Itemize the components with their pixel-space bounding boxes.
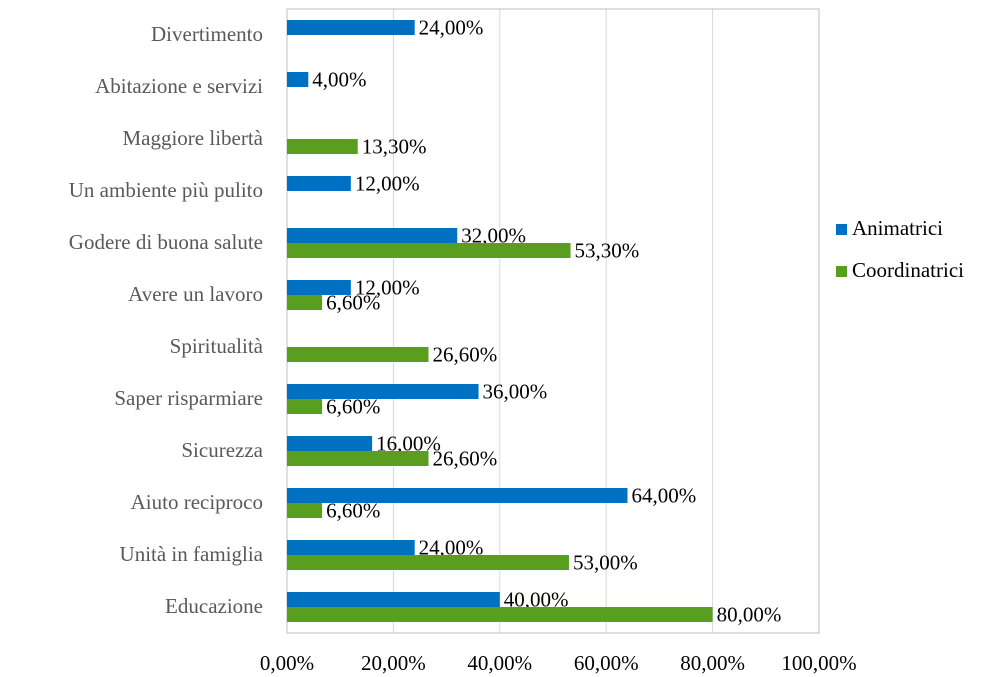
data-label: 26,60% [433, 446, 498, 470]
y-tick-label: Unità in famiglia [120, 542, 264, 566]
bar [287, 347, 429, 362]
y-tick-label: Un ambiente più pulito [69, 178, 263, 202]
data-label: 4,00% [312, 67, 366, 91]
bar [287, 540, 415, 555]
bar [287, 243, 571, 258]
y-tick-label: Saper risparmiare [114, 386, 263, 410]
x-tick-label: 20,00% [361, 651, 426, 675]
data-label: 36,00% [483, 379, 548, 403]
data-label: 80,00% [717, 602, 782, 626]
bar [287, 607, 713, 622]
plot-frame [286, 8, 820, 634]
bar [287, 176, 351, 191]
y-tick-label: Divertimento [151, 22, 263, 46]
bar [287, 451, 429, 466]
legend-swatch [836, 266, 847, 277]
data-label: 24,00% [419, 15, 484, 39]
x-tick-label: 60,00% [574, 651, 639, 675]
bar [287, 592, 500, 607]
y-tick-label: Sicurezza [181, 438, 263, 462]
bar [287, 384, 479, 399]
bar [287, 295, 323, 310]
legend-label: Animatrici [852, 216, 943, 240]
bar [287, 503, 323, 518]
bar [287, 228, 458, 243]
data-label: 12,00% [355, 275, 420, 299]
bar [287, 20, 415, 35]
legend-swatch [836, 224, 847, 235]
bar [287, 72, 309, 87]
data-label: 6,60% [326, 498, 380, 522]
y-tick-label: Godere di buona salute [69, 230, 263, 254]
bar [287, 555, 569, 570]
x-tick-label: 0,00% [260, 651, 314, 675]
y-tick-label: Maggiore libertà [122, 126, 263, 150]
y-tick-label: Aiuto reciproco [131, 490, 263, 514]
x-tick-label: 80,00% [680, 651, 745, 675]
y-tick-label: Abitazione e servizi [95, 74, 263, 98]
y-tick-label: Educazione [165, 594, 263, 618]
y-tick-label: Spiritualità [170, 334, 264, 358]
legend-label: Coordinatrici [852, 258, 964, 282]
data-label: 6,60% [326, 394, 380, 418]
x-tick-label: 40,00% [467, 651, 532, 675]
data-label: 6,60% [326, 290, 380, 314]
data-label: 53,30% [575, 238, 640, 262]
bar [287, 399, 323, 414]
x-tick-label: 100,00% [781, 651, 856, 675]
bar [287, 280, 351, 295]
bar [287, 488, 628, 503]
data-label: 12,00% [355, 171, 420, 195]
data-label: 13,30% [362, 134, 427, 158]
bar [287, 436, 373, 451]
bar [287, 139, 358, 154]
data-label: 26,60% [433, 342, 498, 366]
y-tick-label: Avere un lavoro [128, 282, 263, 306]
data-label: 53,00% [573, 550, 638, 574]
data-label: 64,00% [631, 483, 696, 507]
